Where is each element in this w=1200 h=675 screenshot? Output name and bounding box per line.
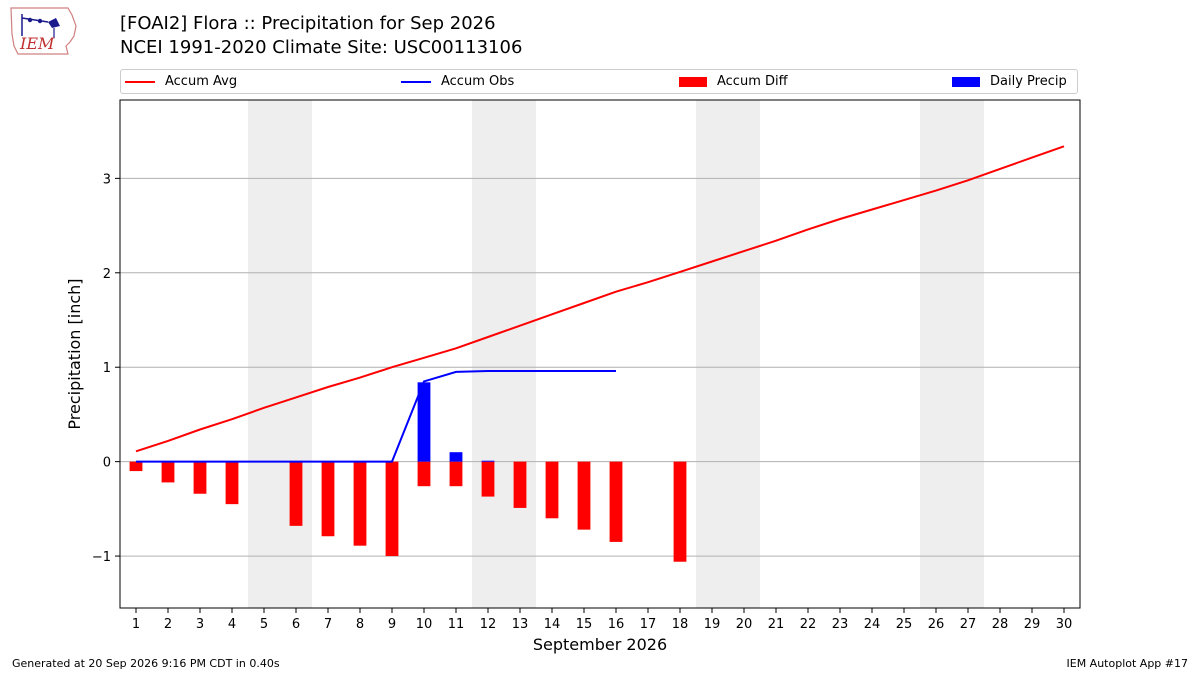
accum-obs-line xyxy=(136,370,616,463)
x-tick-label: 17 xyxy=(640,617,657,632)
logo-text: IEM xyxy=(19,34,55,53)
footer-generated: Generated at 20 Sep 2026 9:16 PM CDT in … xyxy=(12,657,280,670)
x-tick-label: 22 xyxy=(800,617,817,632)
legend-item-daily-precip: Daily Precip xyxy=(952,70,1067,93)
weekend-band xyxy=(248,100,312,608)
weekend-band xyxy=(696,100,760,608)
x-tick-label: 2 xyxy=(164,617,172,632)
x-tick-label: 11 xyxy=(448,617,465,632)
legend-label: Accum Diff xyxy=(717,74,788,89)
x-tick-label: 6 xyxy=(292,617,300,632)
x-tick-label: 7 xyxy=(324,617,332,632)
y-axis-label: Precipitation [inch] xyxy=(65,278,84,429)
y-tick-label: 1 xyxy=(103,361,111,376)
accum-diff-bar xyxy=(289,461,303,526)
iem-iowa-logo-icon: IEM xyxy=(10,7,77,55)
x-tick-label: 5 xyxy=(260,617,268,632)
x-tick-label: 29 xyxy=(1024,617,1041,632)
x-tick-label: 16 xyxy=(608,617,625,632)
accum-diff-bar xyxy=(673,461,687,562)
x-tick-label: 23 xyxy=(832,617,849,632)
accum-diff-bar xyxy=(577,461,591,530)
accum-diff-bars xyxy=(129,461,687,562)
accum-diff-bar xyxy=(449,461,463,487)
y-tick-label: 2 xyxy=(103,267,111,282)
accum-diff-bar xyxy=(385,461,399,557)
title-line-1: [FOAI2] Flora :: Precipitation for Sep 2… xyxy=(120,13,496,34)
x-tick-label: 26 xyxy=(928,617,945,632)
accum-diff-bar xyxy=(321,461,335,537)
x-tick-label: 3 xyxy=(196,617,204,632)
x-tick-label: 18 xyxy=(672,617,689,632)
x-tick-label: 13 xyxy=(512,617,529,632)
legend-item-accum-obs: Accum Obs xyxy=(401,70,514,93)
plot-frame xyxy=(119,99,1081,609)
daily-precip-bars xyxy=(417,382,495,462)
y-tick-label: 3 xyxy=(103,172,111,187)
accum-diff-bar xyxy=(417,461,431,487)
x-tick-label: 27 xyxy=(960,617,977,632)
daily-precip-bar xyxy=(449,452,463,462)
legend-item-accum-avg: Accum Avg xyxy=(125,70,237,93)
accum-diff-bar xyxy=(609,461,623,542)
x-tick-label: 24 xyxy=(864,617,881,632)
title-line-2: NCEI 1991-2020 Climate Site: USC00113106 xyxy=(120,37,523,58)
x-tick-label: 15 xyxy=(576,617,593,632)
y-axis-ticks: −1 0 1 2 3 xyxy=(92,172,120,565)
accum-diff-swatch xyxy=(679,76,707,87)
x-tick-label: 4 xyxy=(228,617,236,632)
weekend-band xyxy=(472,100,536,608)
accum-avg-line xyxy=(135,145,1065,453)
x-tick-label: 30 xyxy=(1056,617,1073,632)
legend-label: Accum Avg xyxy=(165,74,238,89)
daily-precip-bar xyxy=(417,382,431,462)
daily-precip-swatch xyxy=(952,76,980,87)
accum-diff-bar xyxy=(161,461,175,483)
x-axis-ticks: 1 2 3 4 5 6 7 8 9 10 11 12 13 14 15 16 17 18 19 20 21 22 23 24 2… xyxy=(132,608,1072,632)
accum-diff-bar xyxy=(481,461,495,497)
legend-item-accum-diff: Accum Diff xyxy=(679,70,788,93)
legend: Accum Avg Accum Obs Accum Diff Daily Pre… xyxy=(120,69,1078,94)
accum-avg-swatch xyxy=(125,80,155,83)
footer-app-id: IEM Autoplot App #17 xyxy=(1066,657,1189,670)
iem-logo: IEM xyxy=(8,6,80,58)
legend-label: Daily Precip xyxy=(990,74,1067,89)
chart-title: [FOAI2] Flora :: Precipitation for Sep 2… xyxy=(120,12,522,60)
accum-diff-bar xyxy=(225,461,239,505)
x-tick-label: 10 xyxy=(416,617,433,632)
accum-diff-bar xyxy=(353,461,367,546)
accum-diff-bar xyxy=(129,461,143,472)
legend-label: Accum Obs xyxy=(441,74,515,89)
x-tick-label: 21 xyxy=(768,617,785,632)
x-tick-label: 14 xyxy=(544,617,561,632)
y-tick-label: 0 xyxy=(103,456,111,471)
x-tick-label: 28 xyxy=(992,617,1009,632)
x-tick-label: 12 xyxy=(480,617,497,632)
y-tick-label: −1 xyxy=(92,550,111,565)
accum-diff-bar xyxy=(513,461,527,508)
x-tick-label: 9 xyxy=(388,617,396,632)
weekend-band xyxy=(920,100,984,608)
x-tick-label: 25 xyxy=(896,617,913,632)
x-tick-label: 19 xyxy=(704,617,721,632)
x-tick-label: 20 xyxy=(736,617,753,632)
x-tick-label: 8 xyxy=(356,617,364,632)
x-tick-label: 1 xyxy=(132,617,140,632)
accum-diff-bar xyxy=(193,461,207,494)
daily-precip-bar xyxy=(481,460,495,462)
accum-obs-swatch xyxy=(401,80,431,83)
accum-diff-bar xyxy=(545,461,559,519)
x-axis-label: September 2026 xyxy=(533,635,667,654)
